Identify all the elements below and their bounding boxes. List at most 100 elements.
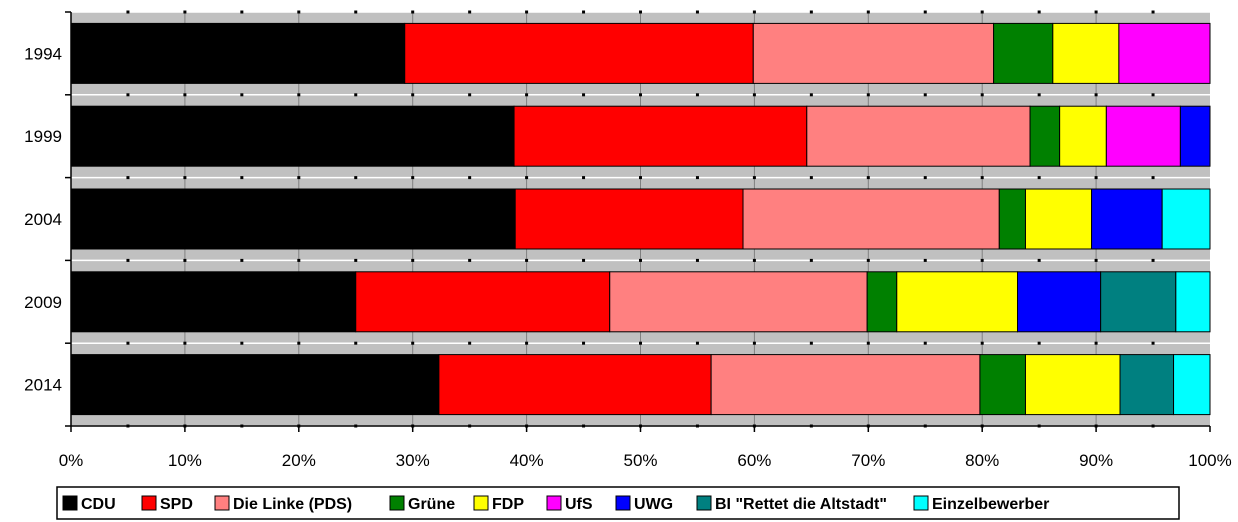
grid-dot [183,258,187,262]
grid-dot [639,93,642,97]
grid-dot [1151,176,1155,180]
grid-dot [411,93,415,97]
grid-dot [1151,341,1155,345]
bar-segment [1017,271,1102,333]
grid-dot [695,10,699,14]
grid-dot [240,93,244,97]
grid-dot [525,176,529,180]
grid-dot [752,258,756,262]
bar-segment [866,271,898,333]
legend-label: Die Linke (PDS) [233,496,352,513]
legend-label: Grüne [408,496,455,513]
grid-dot [582,258,586,262]
grid-dot [752,341,756,345]
grid-dot [468,341,472,345]
grid-dot [809,93,813,97]
bar-segment [404,22,754,84]
bar-segment [896,271,1019,333]
grid-dot [752,176,756,180]
bar-segment [1100,271,1177,333]
grid-dot [183,10,187,14]
bar-segment [438,354,712,416]
grid-dot [468,93,472,97]
grid-dot [1037,93,1041,97]
grid-dot [126,93,130,97]
grid-dot [240,258,244,262]
legend-swatch [214,495,230,511]
grid-dot [354,93,358,97]
grid-dot [183,341,187,345]
grid-dot [126,176,130,180]
legend-label: Einzelbewerber [932,496,1049,513]
grid-dot [1037,341,1041,345]
y-axis-tick-labels: 1994 1999 2004 2009 2014 [24,44,62,394]
y-tick-label: 2004 [24,210,62,229]
y-tick-label: 2009 [24,293,62,312]
grid-dot [866,258,870,262]
grid-dot [980,176,984,180]
bar-segment [1118,22,1211,84]
x-tick-label: 0% [59,451,84,470]
grid-dot [923,341,927,345]
x-tick-label: 100% [1188,451,1231,470]
bar-segment [514,188,744,250]
bar-segment [1091,188,1163,250]
grid-dot [411,341,415,345]
x-tick-label: 10% [168,451,202,470]
grid-dot [1037,258,1041,262]
bar-segment [752,22,995,84]
grid-dot [126,341,130,345]
grid-dot [923,93,927,97]
grid-dot [639,10,642,14]
x-tick-label: 70% [851,451,885,470]
grid-dot [695,176,699,180]
grid-dot [183,176,187,180]
grid-dot [695,93,699,97]
grid-dot [240,176,244,180]
grid-dot [1094,176,1098,180]
grid-dot [809,341,813,345]
bar-segment [70,105,515,167]
grid-dot [639,176,642,180]
legend-label: FDP [492,496,524,513]
grid-dot [582,93,586,97]
bar-segment [1175,271,1211,333]
grid-dot [980,10,984,14]
x-tick-label: 20% [282,451,316,470]
bar-segment [1105,105,1181,167]
legend-swatch [913,495,929,511]
legend-swatch [62,495,78,511]
grid-dot [411,258,415,262]
grid-dot [1094,10,1098,14]
grid-dot [525,258,529,262]
grid-dot [752,10,756,14]
grid-dot [1151,93,1155,97]
grid-dot [354,341,358,345]
bar-segment [806,105,1031,167]
grid-dot [809,258,813,262]
y-tick-label: 1994 [24,44,62,63]
grid-dot [980,93,984,97]
grid-dot [411,10,415,14]
bar-segment [70,354,440,416]
bar-segment [979,354,1026,416]
bar-segment [1052,22,1120,84]
grid-dot [468,176,472,180]
grid-dot [1094,93,1098,97]
grid-dot [354,258,358,262]
legend-swatch [546,495,562,511]
bar-segment [609,271,868,333]
grid-dot [297,258,301,262]
grid-dot [695,258,699,262]
grid-dot [923,10,927,14]
grid-dot [525,341,529,345]
grid-dot [752,93,756,97]
bar-segment [70,22,406,84]
grid-dot [866,176,870,180]
grid-dot [809,10,813,14]
grid-dot [468,258,472,262]
legend-swatch [615,495,631,511]
bar-segment [1161,188,1211,250]
grid-dot [354,10,358,14]
bar-segment [1024,354,1121,416]
